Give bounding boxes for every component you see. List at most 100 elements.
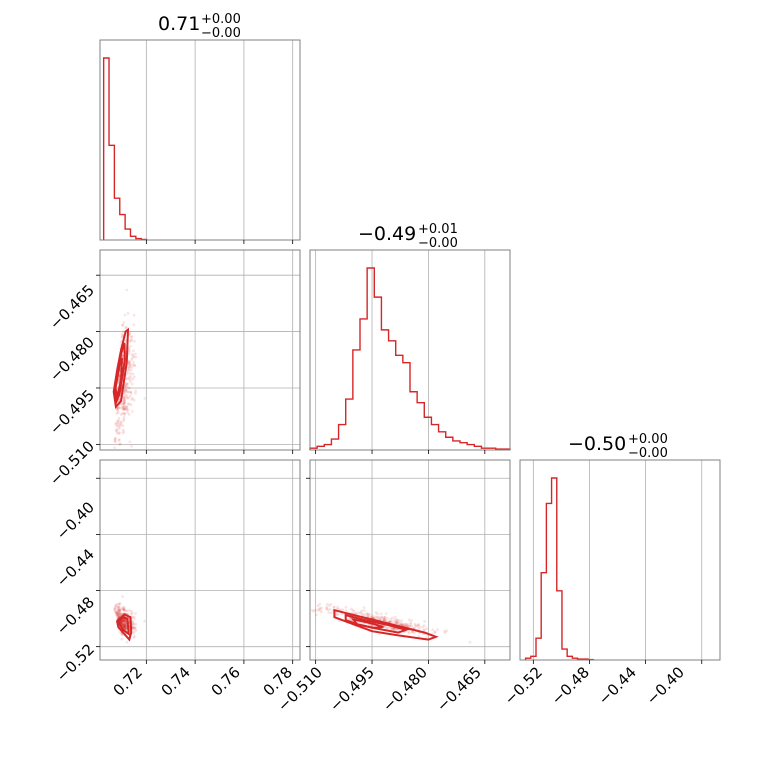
scatter-point-2-1	[361, 613, 365, 617]
scatter-point-2-1	[374, 611, 378, 614]
scatter-point-1-0	[122, 389, 126, 393]
scatter-point-2-1	[395, 618, 399, 622]
scatter-point-2-0	[123, 623, 126, 627]
scatter-point-1-0	[122, 395, 126, 399]
scatter-point-2-0	[118, 630, 122, 634]
scatter-point-1-0	[119, 420, 123, 424]
scatter-point-2-0	[124, 625, 128, 629]
scatter-point-2-0	[121, 595, 124, 598]
scatter-point-1-0	[122, 402, 125, 406]
scatter-point-1-0	[130, 382, 134, 386]
ytick-label-p2-3: −0.52	[53, 640, 98, 685]
scatter-point-2-0	[118, 611, 122, 614]
scatter-point-2-1	[383, 618, 386, 621]
scatter-point-1-0	[131, 354, 135, 358]
scatter-point-1-0	[119, 421, 123, 425]
scatter-point-2-0	[122, 625, 126, 629]
scatter-point-2-1	[365, 612, 369, 615]
contour-2-0-level-1	[117, 616, 131, 637]
scatter-point-1-0	[115, 424, 118, 428]
scatter-point-2-1	[360, 609, 364, 613]
scatter-point-2-0	[120, 637, 124, 641]
tick-layer	[96, 240, 703, 664]
scatter-point-2-0	[115, 610, 119, 614]
scatter-point-2-1	[425, 635, 428, 639]
scatter-point-2-0	[122, 608, 126, 612]
scatter-point-2-0	[123, 623, 126, 627]
scatter-point-2-1	[320, 606, 323, 610]
scatter-point-2-1	[362, 609, 366, 612]
ytick-label-p1-0: −0.465	[46, 281, 98, 333]
scatter-point-1-0	[123, 406, 127, 410]
scatter-point-2-1	[367, 623, 371, 627]
scatter-point-2-0	[115, 613, 119, 617]
scatter-point-1-0	[120, 335, 124, 338]
scatter-point-2-1	[395, 621, 399, 624]
title-param-2-median: −0.50	[568, 433, 626, 455]
ytick-label-p2-2: −0.48	[53, 593, 98, 638]
scatter-point-2-1	[372, 616, 376, 620]
scatter-point-2-0	[133, 626, 136, 630]
scatter-point-1-0	[117, 406, 121, 410]
scatter-point-1-0	[117, 438, 121, 442]
scatter-point-2-1	[395, 619, 398, 623]
scatter-point-1-0	[122, 402, 126, 406]
xtick-label-p0-2: 0.76	[208, 663, 244, 699]
scatter-point-1-0	[125, 406, 129, 410]
scatter-point-2-0	[122, 618, 126, 622]
scatter-point-2-0	[132, 636, 136, 640]
scatter-point-1-0	[126, 369, 130, 372]
scatter-point-1-0	[120, 402, 124, 406]
scatter-point-1-0	[128, 386, 131, 390]
scatter-point-2-0	[118, 609, 122, 613]
scatter-point-2-1	[332, 606, 336, 609]
scatter-point-2-0	[123, 622, 126, 626]
panel-hist-1-frame	[309, 249, 511, 451]
scatter-point-1-0	[125, 394, 128, 397]
scatter-point-2-1	[391, 616, 394, 620]
scatter-point-2-0	[131, 620, 135, 624]
scatter-point-2-0	[116, 605, 120, 609]
scatter-point-2-0	[119, 607, 123, 611]
scatter-point-2-1	[312, 610, 316, 613]
scatter-point-1-0	[126, 371, 130, 375]
scatter-point-2-1	[378, 616, 382, 620]
scatter-point-1-0	[114, 440, 117, 444]
scatter-point-2-1	[409, 621, 412, 624]
scatter-point-1-0	[119, 423, 123, 427]
scatter-point-1-0	[121, 405, 124, 409]
scatter-point-2-1	[423, 619, 426, 623]
scatter-point-1-0	[128, 365, 132, 368]
title-param-0-median: 0.71	[158, 13, 200, 35]
scatter-point-1-0	[116, 411, 120, 415]
scatter-point-2-1	[382, 618, 386, 622]
scatter-point-2-0	[123, 607, 127, 611]
scatter-point-1-0	[126, 311, 130, 315]
scatter-point-1-0	[134, 391, 137, 395]
scatter-point-1-0	[130, 398, 134, 401]
scatter-point-1-0	[129, 338, 133, 342]
scatter-point-2-1	[329, 611, 333, 615]
xtick-label-p0-1: 0.74	[158, 663, 194, 699]
scatter-point-2-1	[327, 604, 331, 608]
scatter-point-1-0	[115, 429, 119, 433]
ytick-label-p1-3: −0.510	[46, 437, 98, 489]
scatter-point-2-0	[124, 621, 127, 624]
scatter-point-1-0	[131, 363, 135, 367]
scatter-point-2-0	[121, 624, 125, 627]
scatter-point-2-1	[393, 628, 397, 632]
scatter-point-2-0	[120, 622, 124, 625]
scatter-point-2-0	[123, 621, 127, 624]
scatter-point-1-0	[115, 432, 119, 435]
scatter-point-2-1	[389, 620, 393, 624]
scatter-point-1-0	[113, 439, 117, 443]
scatter-point-1-0	[122, 401, 126, 405]
scatter-point-2-1	[374, 615, 378, 619]
scatter-point-2-1	[383, 619, 387, 623]
scatter-point-1-0	[125, 405, 129, 409]
scatter-point-1-0	[127, 376, 131, 380]
scatter-point-2-0	[113, 608, 116, 612]
scatter-point-2-0	[129, 612, 133, 616]
scatter-point-1-0	[126, 396, 129, 400]
